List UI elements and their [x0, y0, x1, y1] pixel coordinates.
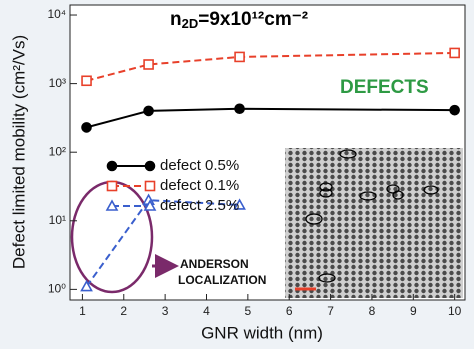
y-tick-label: 10⁰: [48, 282, 66, 296]
y-tick-label: 10⁴: [47, 7, 66, 21]
legend-label: defect 0.5%: [160, 157, 239, 174]
legend-label: defect 0.1%: [160, 177, 239, 194]
marker: [144, 106, 153, 115]
x-tick-label: 10: [448, 304, 462, 318]
y-tick-label: 10³: [49, 76, 66, 90]
tem-image: [285, 148, 463, 298]
marker: [82, 76, 91, 85]
marker: [82, 123, 91, 132]
marker: [235, 104, 244, 113]
annotation: LOCALIZATION: [178, 273, 266, 287]
x-tick-label: 7: [327, 304, 334, 318]
x-tick-label: 6: [286, 304, 293, 318]
legend-marker: [146, 182, 155, 191]
x-tick-label: 8: [369, 304, 376, 318]
x-tick-label: 1: [79, 304, 86, 318]
legend-label: defect 2.5%: [160, 197, 239, 214]
marker: [450, 48, 459, 57]
marker: [450, 106, 459, 115]
x-tick-label: 3: [162, 304, 169, 318]
x-tick-label: 5: [245, 304, 252, 318]
y-axis-label: Defect limited mobility (cm²/Vs): [9, 35, 28, 269]
y-tick-label: 10²: [49, 144, 66, 158]
marker: [235, 52, 244, 61]
y-tick-label: 10¹: [49, 213, 66, 227]
legend-marker: [108, 182, 117, 191]
annotation: ANDERSON: [180, 257, 249, 271]
annotation: DEFECTS: [340, 77, 429, 98]
legend-marker: [108, 162, 117, 171]
x-axis-label: GNR width (nm): [201, 323, 323, 342]
legend-marker: [146, 162, 155, 171]
marker: [144, 60, 153, 69]
x-tick-label: 2: [120, 304, 127, 318]
x-tick-label: 4: [203, 304, 210, 318]
chart: n2D=9x10¹²cm⁻² DEFECTS ANDERSON LOCALIZA…: [0, 0, 474, 349]
x-tick-label: 9: [410, 304, 417, 318]
